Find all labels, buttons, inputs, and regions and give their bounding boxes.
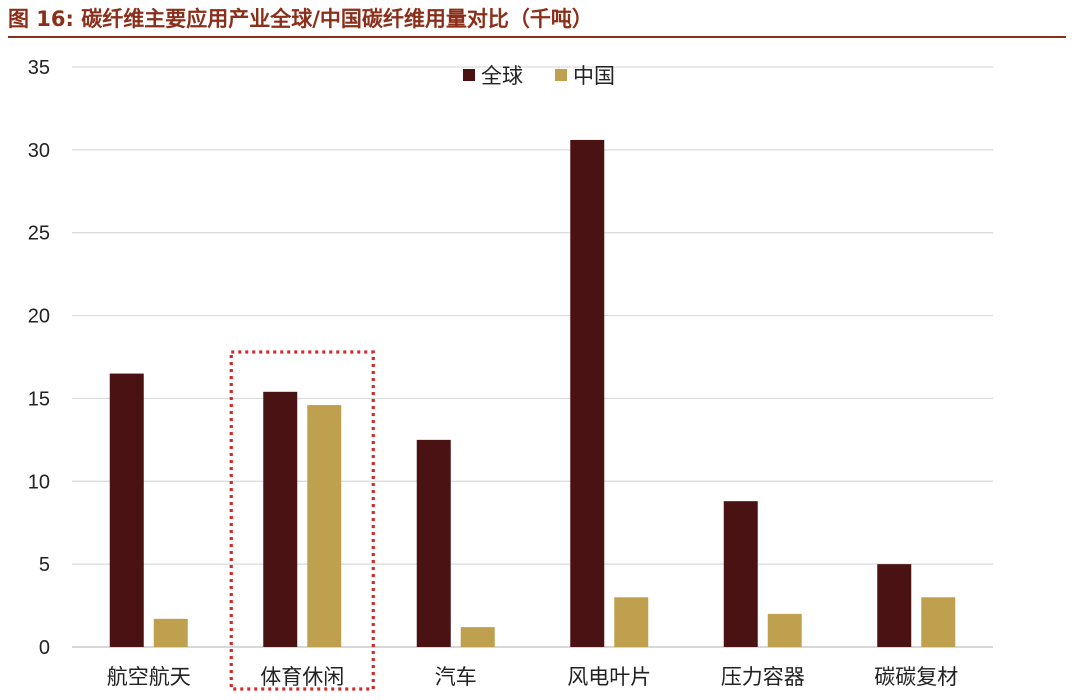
x-category-label: 碳碳复材 (874, 665, 958, 689)
bar-中国-体育休闲 (307, 405, 342, 647)
gridlines (72, 66, 993, 648)
y-tick-label: 25 (28, 223, 50, 245)
y-tick-label: 35 (28, 57, 50, 79)
y-tick-label: 10 (28, 471, 50, 493)
y-tick-label: 5 (39, 554, 50, 576)
bar-中国-碳碳复材 (921, 597, 956, 647)
y-tick-label: 0 (39, 637, 50, 659)
highlight (229, 350, 375, 691)
x-category-label: 压力容器 (721, 665, 805, 689)
legend-swatch-中国 (555, 69, 567, 81)
figure-title: 图 16: 碳纤维主要应用产业全球/中国碳纤维用量对比（千吨） (8, 7, 593, 31)
bar-中国-压力容器 (767, 613, 802, 647)
bars (109, 139, 956, 647)
highlight-box (229, 350, 375, 691)
y-tick-label: 30 (28, 140, 50, 162)
bar-中国-汽车 (460, 627, 495, 647)
bar-全球-体育休闲 (263, 391, 298, 647)
legend-swatch-全球 (463, 69, 475, 81)
bar-全球-碳碳复材 (877, 564, 912, 647)
y-axis-ticks: 0 5 10 15 20 25 30 35 (28, 57, 50, 659)
legend-label: 中国 (573, 64, 615, 88)
bar-全球-航空航天 (109, 373, 144, 647)
x-category-label: 汽车 (435, 665, 477, 689)
legend: 全球 中国 (463, 64, 615, 88)
x-axis-categories: 航空航天 体育休闲 汽车 风电叶片 压力容器 碳碳复材 (107, 665, 959, 689)
bar-中国-风电叶片 (614, 597, 649, 647)
legend-label: 全球 (481, 64, 523, 88)
title-divider (8, 36, 1066, 38)
bar-全球-压力容器 (723, 501, 758, 647)
bar-全球-风电叶片 (570, 139, 605, 647)
y-tick-label: 20 (28, 306, 50, 328)
x-category-label: 航空航天 (107, 665, 191, 689)
bar-中国-航空航天 (153, 618, 188, 647)
y-tick-label: 15 (28, 388, 50, 410)
x-category-label: 体育休闲 (260, 665, 344, 689)
x-category-label: 风电叶片 (567, 665, 651, 689)
bar-全球-汽车 (416, 439, 451, 647)
